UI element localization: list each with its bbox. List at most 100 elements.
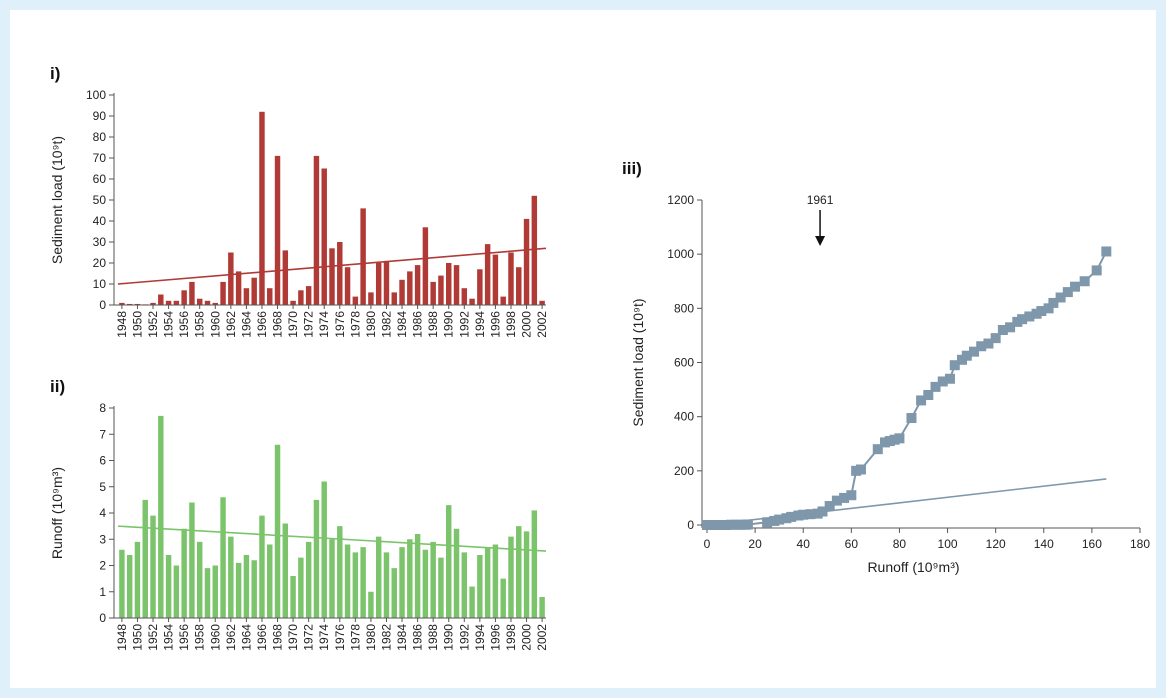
y-tick-label: 4 — [99, 506, 106, 520]
x-tick-label: 1998 — [504, 311, 518, 338]
bar-1952 — [150, 302, 156, 305]
y-tick-label: 0 — [99, 611, 106, 625]
x-tick-label: 100 — [938, 537, 958, 551]
bar-1963 — [235, 271, 242, 305]
x-tick-label: 2000 — [520, 311, 534, 338]
x-tick-label: 2002 — [535, 624, 549, 651]
data-point — [1091, 265, 1102, 276]
panel-label-ii: ii) — [50, 377, 66, 396]
trend-line — [117, 525, 547, 552]
bar-1967 — [267, 544, 273, 618]
bar-1948 — [119, 549, 125, 618]
x-tick-label: 1988 — [426, 311, 440, 338]
bar-1989 — [438, 275, 444, 305]
bar-1962 — [228, 536, 234, 619]
y-tick-label: 8 — [99, 401, 106, 415]
x-axis-title: Runoff (10⁹m³) — [867, 559, 959, 575]
bar-1972 — [305, 286, 312, 305]
data-point — [906, 413, 917, 424]
bar-2002 — [539, 597, 545, 618]
x-tick-label: 160 — [1082, 537, 1102, 551]
trend-line — [117, 247, 547, 285]
bar-1969 — [282, 523, 289, 618]
data-point — [798, 509, 809, 520]
bar-1962 — [228, 252, 234, 305]
y-tick-label: 800 — [674, 301, 694, 315]
bar-1982 — [383, 552, 390, 619]
y-tick-label: 90 — [93, 109, 107, 123]
data-point — [855, 464, 866, 475]
x-tick-label: 1978 — [348, 624, 362, 651]
bar-1982 — [383, 260, 390, 305]
bar-1981 — [375, 536, 382, 619]
bar-1956 — [181, 528, 187, 618]
bar-1997 — [500, 578, 506, 619]
bar-1963 — [235, 562, 242, 619]
bar-1959 — [204, 568, 211, 619]
data-point — [1062, 287, 1073, 298]
bar-1972 — [305, 541, 312, 619]
x-tick-label: 1958 — [193, 311, 207, 338]
x-tick-label: 1996 — [488, 624, 502, 651]
bar-1990 — [446, 263, 452, 305]
x-tick-label: 1992 — [457, 624, 471, 651]
x-tick-label: 1956 — [177, 624, 191, 651]
data-point — [990, 333, 1001, 344]
x-tick-label: 1962 — [224, 311, 238, 338]
bar-2001 — [531, 195, 538, 305]
data-point — [872, 444, 883, 455]
x-tick-label: 1954 — [162, 624, 176, 651]
y-tick-label: 7 — [99, 427, 106, 441]
bar-1966 — [259, 515, 265, 619]
bar-1991 — [453, 265, 460, 305]
bar-1984 — [399, 547, 405, 619]
bar-1973 — [313, 155, 320, 305]
x-tick-label: 1950 — [130, 624, 144, 651]
bar-1992 — [461, 288, 468, 305]
bar-1949 — [126, 303, 133, 305]
y-tick-label: 400 — [674, 410, 694, 424]
x-tick-label: 1966 — [255, 311, 269, 338]
y-tick-label: 10 — [93, 277, 107, 291]
data-point — [916, 395, 927, 406]
x-tick-label: 140 — [1034, 537, 1054, 551]
bar-1979 — [360, 208, 366, 305]
bar-1961 — [220, 281, 226, 305]
y-tick-label: 20 — [93, 256, 107, 270]
x-tick-label: 1958 — [193, 624, 207, 651]
bar-1998 — [508, 252, 514, 305]
y-axis-title: Runoff (10⁹m³) — [49, 467, 65, 559]
data-point — [997, 325, 1008, 335]
y-tick-label: 70 — [93, 151, 107, 165]
x-tick-label: 1974 — [317, 624, 331, 651]
x-tick-label: 1980 — [364, 624, 378, 651]
x-tick-label: 1948 — [115, 624, 129, 651]
bar-1977 — [344, 544, 351, 618]
x-tick-label: 1986 — [411, 624, 425, 651]
data-point — [831, 495, 842, 506]
bar-1948 — [119, 302, 125, 305]
bar-1985 — [407, 539, 413, 618]
bar-1951 — [142, 499, 148, 619]
x-tick-label: 1972 — [302, 311, 316, 338]
panel-label-iii: iii) — [622, 159, 642, 178]
data-point — [923, 390, 934, 400]
data-point — [1043, 303, 1054, 314]
data-point — [846, 490, 857, 501]
data-point — [1070, 281, 1081, 292]
bar-1978 — [352, 296, 359, 305]
y-axis-title: Sediment load (10⁹t) — [49, 136, 65, 264]
data-point — [983, 338, 994, 349]
bar-1987 — [422, 549, 429, 618]
bar-1977 — [344, 267, 351, 305]
data-point — [937, 376, 948, 387]
x-tick-label: 20 — [748, 537, 762, 551]
y-tick-label: 60 — [93, 172, 107, 186]
bar-1949 — [126, 555, 133, 618]
x-tick-label: 1978 — [348, 311, 362, 338]
x-tick-label: 1948 — [115, 311, 129, 338]
bar-1987 — [422, 227, 429, 305]
x-tick-label: 1974 — [317, 311, 331, 338]
